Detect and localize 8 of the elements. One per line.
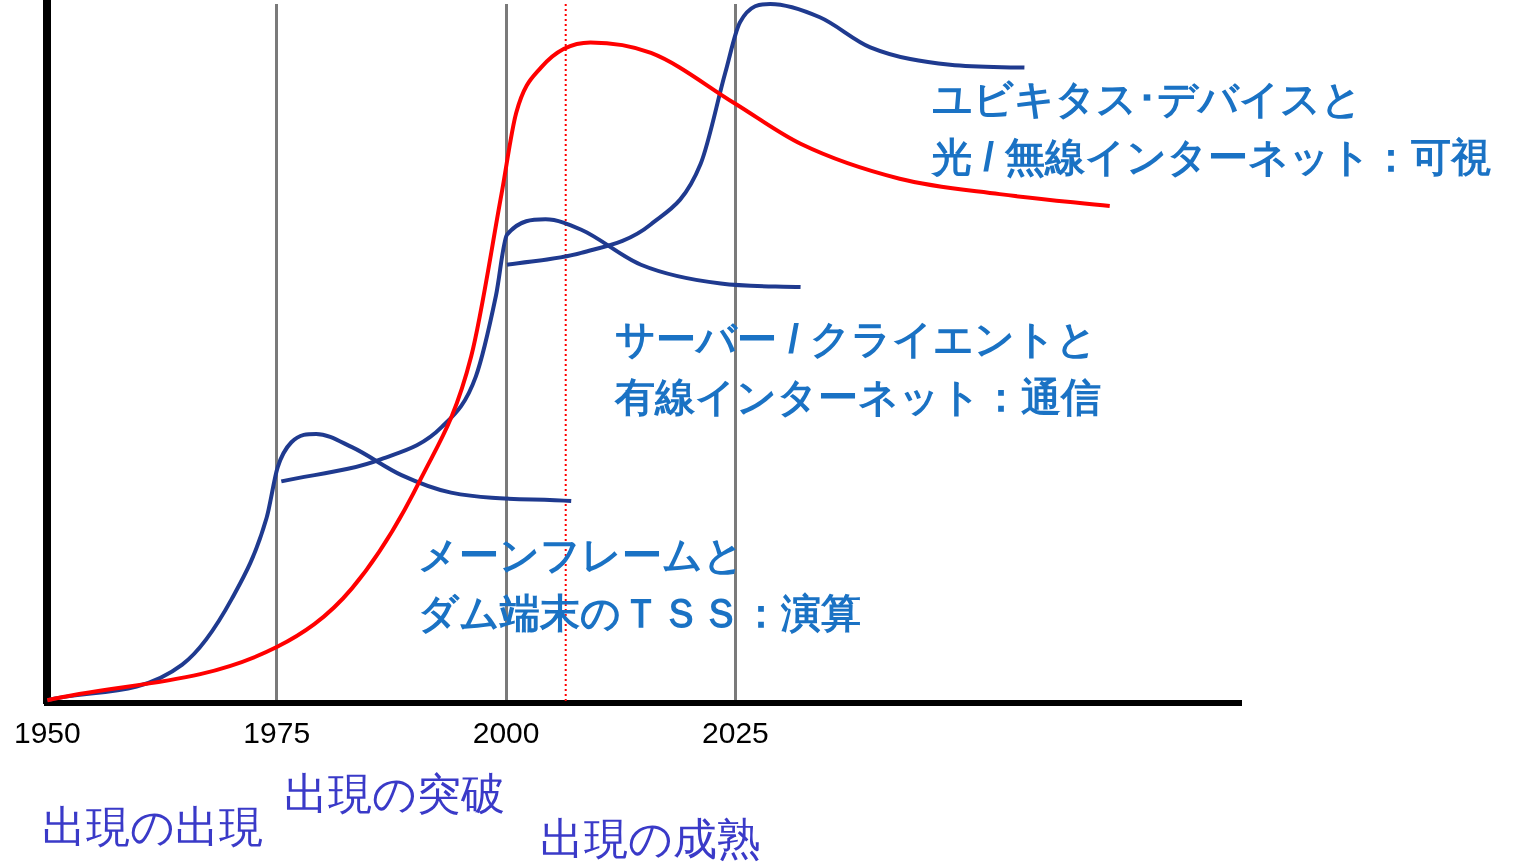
x-tick-label: 2025	[702, 716, 769, 750]
x-tick-label: 2000	[472, 716, 540, 750]
text: 出現の突破	[284, 769, 505, 819]
series-label: ユビキタス･デバイスと光 / 無線インターネット：可視	[930, 77, 1492, 180]
text: 出現の成熟	[540, 814, 761, 864]
text: 出現の出現	[42, 802, 263, 852]
x-tick-label: 1950	[13, 716, 81, 750]
x-tick-label: 1975	[243, 716, 311, 750]
